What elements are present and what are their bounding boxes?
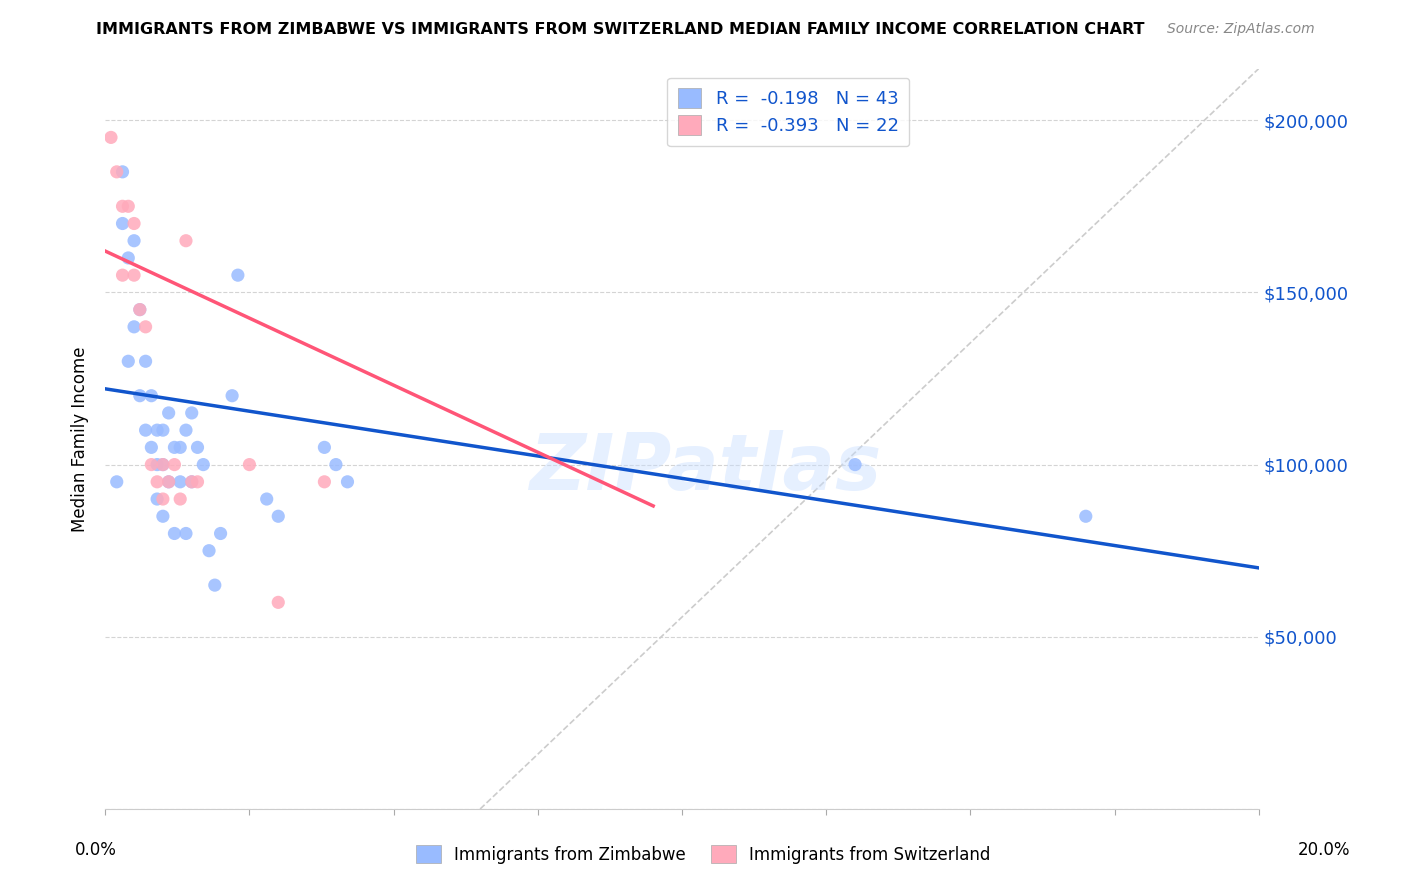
Point [146,491,169,506]
Point [169,441,191,455]
Point [256,491,278,506]
Point [111,199,134,213]
Point [135,423,157,437]
Point [844,458,866,472]
Point [152,458,174,472]
Point [198,543,221,558]
Point [122,217,145,231]
Point [1074,509,1097,524]
Point [180,475,202,489]
Y-axis label: Median Family Income: Median Family Income [72,346,89,532]
Point [209,526,232,541]
Point [105,165,128,179]
Text: IMMIGRANTS FROM ZIMBABWE VS IMMIGRANTS FROM SWITZERLAND MEDIAN FAMILY INCOME COR: IMMIGRANTS FROM ZIMBABWE VS IMMIGRANTS F… [96,22,1144,37]
Point [152,423,174,437]
Text: ZIPatlas: ZIPatlas [529,430,882,507]
Point [152,458,174,472]
Legend: Immigrants from Zimbabwe, Immigrants from Switzerland: Immigrants from Zimbabwe, Immigrants fro… [409,838,997,871]
Point [135,354,157,368]
Point [128,389,150,403]
Point [267,595,290,609]
Point [174,423,197,437]
Point [226,268,249,282]
Point [135,319,157,334]
Point [146,458,169,472]
Point [314,475,336,489]
Point [117,251,139,265]
Point [157,406,180,420]
Point [336,475,359,489]
Point [169,491,191,506]
Point [314,441,336,455]
Point [180,406,202,420]
Point [141,389,163,403]
Point [111,217,134,231]
Point [186,441,208,455]
Point [128,302,150,317]
Point [152,491,174,506]
Point [146,475,169,489]
Point [186,475,208,489]
Point [193,458,215,472]
Point [238,458,260,472]
Point [163,458,186,472]
Point [111,268,134,282]
Point [174,526,197,541]
Text: Source: ZipAtlas.com: Source: ZipAtlas.com [1167,22,1315,37]
Point [174,234,197,248]
Point [141,441,163,455]
Point [204,578,226,592]
Point [325,458,347,472]
Point [157,475,180,489]
Point [152,509,174,524]
Point [141,458,163,472]
Legend: R =  -0.198   N = 43, R =  -0.393   N = 22: R = -0.198 N = 43, R = -0.393 N = 22 [666,78,910,146]
Point [169,475,191,489]
Point [122,319,145,334]
Text: 0.0%: 0.0% [75,840,117,858]
Point [111,165,134,179]
Text: 20.0%: 20.0% [1298,840,1351,858]
Point [157,475,180,489]
Point [221,389,243,403]
Point [180,475,202,489]
Point [122,234,145,248]
Point [163,441,186,455]
Point [146,423,169,437]
Point [128,302,150,317]
Point [105,475,128,489]
Point [117,199,139,213]
Point [122,268,145,282]
Point [267,509,290,524]
Point [100,130,122,145]
Point [117,354,139,368]
Point [163,526,186,541]
